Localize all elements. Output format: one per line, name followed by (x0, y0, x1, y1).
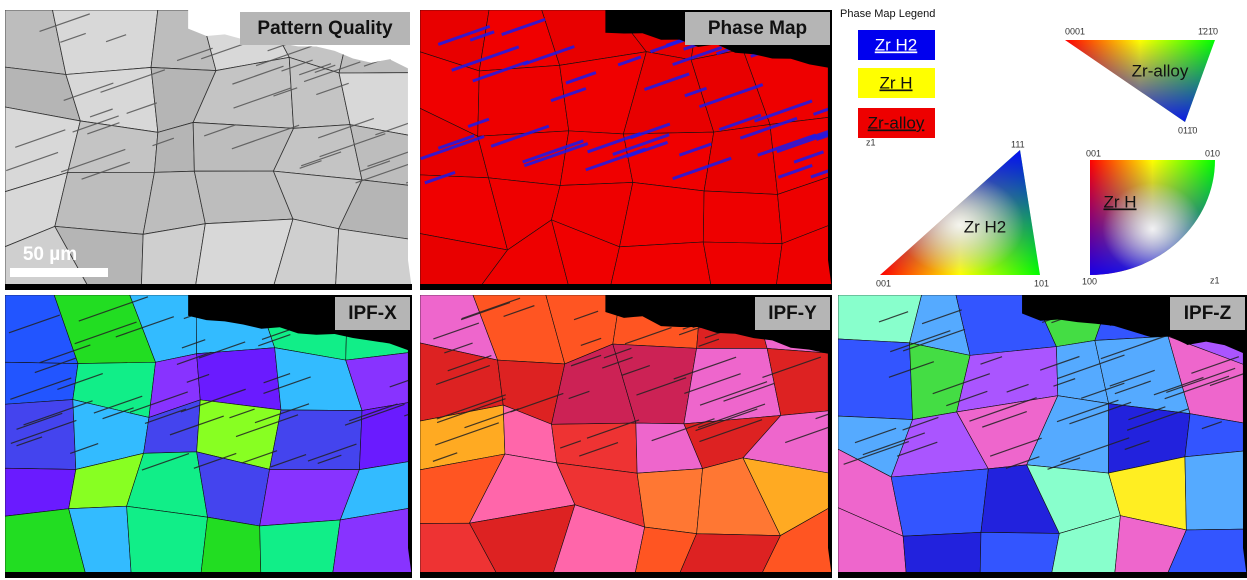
map-panel: IPF-Y (420, 295, 872, 578)
grain (623, 132, 713, 191)
ipf-corner: 1̄21̄0 (1198, 26, 1218, 36)
ipf-corner: 001 (1086, 148, 1101, 158)
figure: Pattern Quality 50 µm Phase Map IPF-X IPF-Y I… (0, 0, 1247, 580)
legend-entry: Zr H (879, 73, 912, 92)
grain (141, 224, 205, 290)
grain (980, 532, 1059, 578)
grain (55, 172, 155, 234)
grain (903, 532, 981, 578)
info-strip (5, 284, 412, 290)
grain (127, 506, 208, 578)
ipf-corner: 011̄0 (1178, 125, 1197, 135)
maps: Pattern Quality 50 µm Phase Map IPF-X IPF-Y I… (5, 10, 1247, 578)
grain (270, 410, 362, 470)
ipf-key-shade (880, 150, 1040, 275)
info-strip (5, 572, 412, 578)
grain (704, 124, 777, 194)
grain (838, 339, 913, 420)
ipf-corner: 101 (1034, 278, 1049, 288)
scale-bar-label: 50 µm (23, 244, 77, 265)
grain (1185, 451, 1247, 530)
grain (637, 469, 702, 534)
panel-label: IPF-Y (768, 303, 817, 324)
grain (703, 242, 782, 290)
info-strip (420, 284, 832, 290)
panel-label: IPF-Z (1184, 303, 1232, 324)
panel-label: IPF-X (348, 303, 397, 324)
map-panel: Phase Map (420, 10, 867, 290)
grain (703, 191, 782, 244)
ipf-corner: 0001 (1065, 26, 1085, 36)
ipf-corner: 100 (1082, 276, 1097, 286)
grain (52, 10, 157, 74)
info-strip (420, 572, 832, 578)
grain (620, 182, 705, 246)
grain (197, 348, 281, 410)
ipf-name: Zr H (1103, 192, 1136, 211)
map-panel: IPF-Z (838, 295, 1247, 578)
axis-label: z1 (1210, 275, 1220, 285)
grain (478, 131, 569, 186)
grain (335, 229, 412, 290)
grain (200, 517, 260, 578)
info-strip (838, 572, 1247, 578)
ipf-key-shade (1090, 160, 1215, 275)
legend-entry: Zr H2 (875, 35, 918, 54)
ipf-corner: 010 (1205, 148, 1220, 158)
ipf-name: Zr-alloy (1132, 61, 1189, 80)
grain (359, 402, 412, 470)
panel-label: Pattern Quality (257, 18, 393, 39)
grain (838, 295, 922, 343)
ipf-key-shade (1065, 40, 1215, 122)
map-panel: IPF-X (5, 295, 467, 578)
panel-label: Phase Map (708, 18, 807, 39)
axis-label: z1 (866, 137, 876, 147)
ipf-name: Zr H2 (964, 217, 1007, 236)
scale-bar (10, 268, 108, 277)
grain (891, 469, 988, 536)
grain (260, 520, 341, 578)
legend-title: Phase Map Legend (840, 8, 935, 20)
grain (610, 242, 712, 290)
ipf-corner: 001 (876, 278, 891, 288)
ipf-corner: 111 (1011, 139, 1025, 149)
legend-entry: Zr-alloy (868, 113, 925, 132)
map-panel: Pattern Quality 50 µm (5, 10, 462, 290)
